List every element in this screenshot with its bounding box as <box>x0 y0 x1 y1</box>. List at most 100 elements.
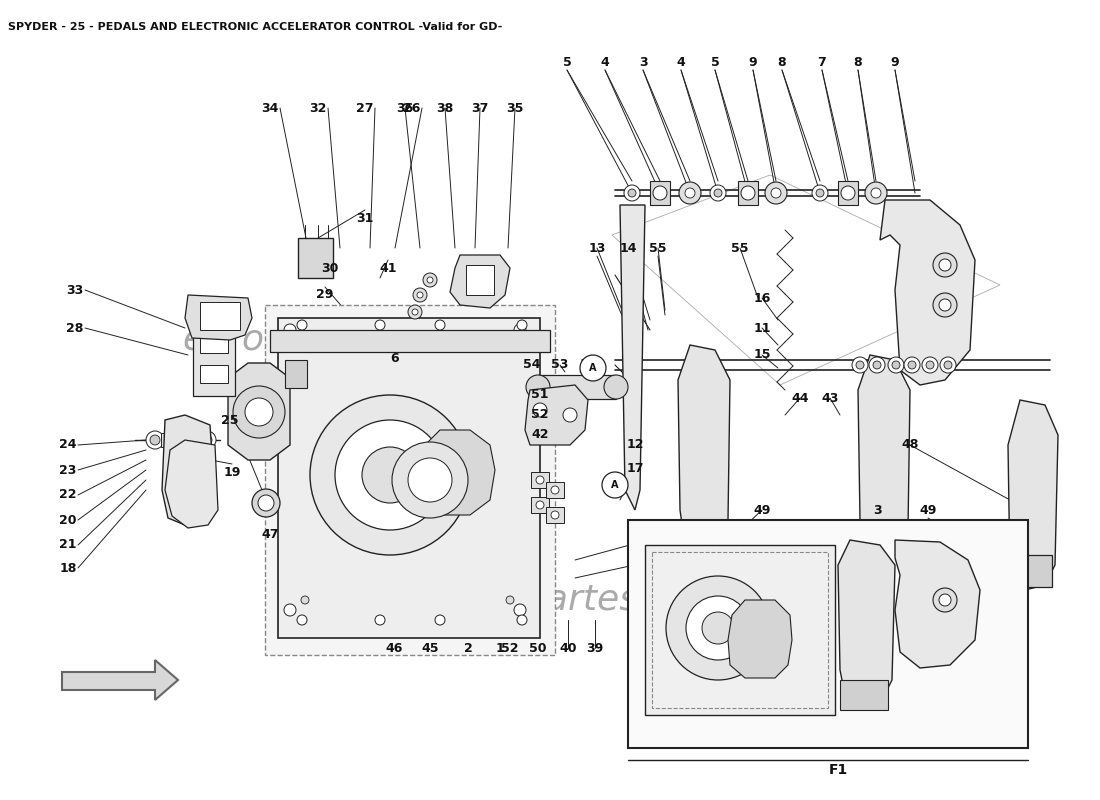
Bar <box>466 265 494 295</box>
Bar <box>298 238 333 278</box>
Circle shape <box>392 442 468 518</box>
Circle shape <box>563 408 578 422</box>
Text: 39: 39 <box>586 642 604 654</box>
Circle shape <box>506 596 514 604</box>
Text: eurospartes: eurospartes <box>422 583 638 617</box>
Text: 7: 7 <box>817 55 826 69</box>
Polygon shape <box>1008 400 1058 590</box>
Polygon shape <box>525 385 588 445</box>
Circle shape <box>933 293 957 317</box>
Circle shape <box>536 501 544 509</box>
Circle shape <box>926 361 934 369</box>
Circle shape <box>714 189 722 197</box>
Circle shape <box>888 357 904 373</box>
Text: 3: 3 <box>873 503 882 517</box>
Text: 17: 17 <box>626 462 644 474</box>
Text: 1: 1 <box>496 642 505 654</box>
Circle shape <box>417 292 424 298</box>
Circle shape <box>245 398 273 426</box>
Circle shape <box>434 615 446 625</box>
Circle shape <box>517 320 527 330</box>
Text: 27: 27 <box>356 102 374 114</box>
Circle shape <box>933 588 957 612</box>
Circle shape <box>297 615 307 625</box>
Circle shape <box>580 355 606 381</box>
Text: 20: 20 <box>59 514 77 526</box>
Circle shape <box>869 357 886 373</box>
Circle shape <box>258 495 274 511</box>
Circle shape <box>336 420 446 530</box>
Circle shape <box>686 596 750 660</box>
Bar <box>200 335 228 353</box>
Polygon shape <box>165 440 218 528</box>
Text: 16: 16 <box>754 291 771 305</box>
Text: 55: 55 <box>649 242 667 254</box>
Text: 49: 49 <box>754 503 771 517</box>
Circle shape <box>517 615 527 625</box>
Bar <box>531 472 549 488</box>
Circle shape <box>297 320 307 330</box>
Bar <box>1010 555 1052 587</box>
Text: 23: 23 <box>59 463 77 477</box>
Circle shape <box>908 361 916 369</box>
Circle shape <box>412 288 427 302</box>
Text: 30: 30 <box>321 262 339 274</box>
Text: 48: 48 <box>901 438 918 451</box>
Text: 51: 51 <box>531 389 549 402</box>
Text: 5: 5 <box>562 55 571 69</box>
Text: A: A <box>612 480 618 490</box>
Circle shape <box>375 320 385 330</box>
Text: 9: 9 <box>891 55 900 69</box>
Circle shape <box>628 189 636 197</box>
Text: 28: 28 <box>66 322 84 334</box>
Polygon shape <box>620 205 645 510</box>
Circle shape <box>873 361 881 369</box>
Circle shape <box>922 357 938 373</box>
Circle shape <box>424 273 437 287</box>
Text: 55: 55 <box>732 242 749 254</box>
Text: 3: 3 <box>639 55 647 69</box>
Circle shape <box>842 186 855 200</box>
Circle shape <box>604 375 628 399</box>
Circle shape <box>408 305 422 319</box>
Circle shape <box>904 357 920 373</box>
Text: 38: 38 <box>437 102 453 114</box>
Circle shape <box>702 612 734 644</box>
Bar <box>285 360 307 388</box>
Circle shape <box>771 188 781 198</box>
Bar <box>546 507 564 523</box>
Text: 47: 47 <box>262 529 278 542</box>
Circle shape <box>176 435 186 445</box>
Text: 5: 5 <box>711 55 719 69</box>
Polygon shape <box>185 295 252 340</box>
Bar <box>685 530 727 562</box>
Circle shape <box>602 472 628 498</box>
Text: 10: 10 <box>580 358 596 371</box>
Text: 11: 11 <box>754 322 771 334</box>
Polygon shape <box>162 415 214 525</box>
Circle shape <box>764 182 786 204</box>
Bar <box>738 181 758 205</box>
Circle shape <box>434 320 446 330</box>
Circle shape <box>301 596 309 604</box>
Text: 49: 49 <box>920 503 937 517</box>
Text: 31: 31 <box>356 211 374 225</box>
Text: 43: 43 <box>822 391 838 405</box>
Text: 21: 21 <box>59 538 77 551</box>
Text: 25: 25 <box>221 414 239 426</box>
Circle shape <box>202 435 212 445</box>
Polygon shape <box>228 363 290 460</box>
Text: 2: 2 <box>463 642 472 654</box>
Text: 52: 52 <box>502 642 519 654</box>
Text: 40: 40 <box>559 642 576 654</box>
Text: 37: 37 <box>471 102 488 114</box>
Text: 33: 33 <box>66 283 84 297</box>
Circle shape <box>679 182 701 204</box>
Text: SPYDER - 25 - PEDALS AND ELECTRONIC ACCELERATOR CONTROL -Valid for GD-: SPYDER - 25 - PEDALS AND ELECTRONIC ACCE… <box>8 22 503 32</box>
Circle shape <box>939 259 952 271</box>
Bar <box>200 365 228 383</box>
Bar <box>650 181 670 205</box>
Text: 32: 32 <box>309 102 327 114</box>
Circle shape <box>284 604 296 616</box>
Circle shape <box>551 511 559 519</box>
